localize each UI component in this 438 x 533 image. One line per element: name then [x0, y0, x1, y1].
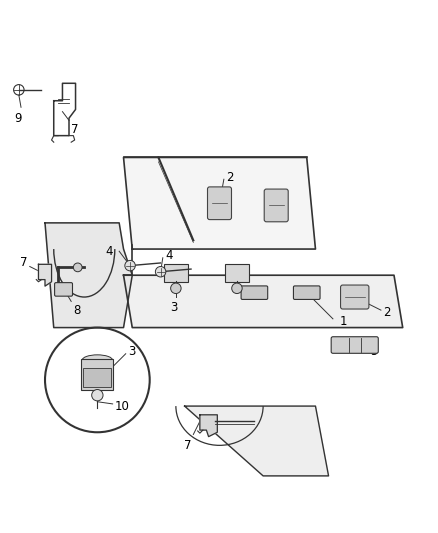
- Text: 7: 7: [183, 439, 191, 452]
- Polygon shape: [45, 223, 132, 328]
- FancyBboxPatch shape: [264, 189, 288, 222]
- Polygon shape: [123, 157, 315, 249]
- Text: 2: 2: [226, 171, 233, 183]
- Text: 4: 4: [165, 249, 172, 262]
- Polygon shape: [39, 264, 51, 286]
- Text: 7: 7: [20, 256, 28, 269]
- FancyBboxPatch shape: [207, 187, 231, 220]
- Text: 8: 8: [73, 304, 81, 317]
- Polygon shape: [199, 415, 217, 437]
- Circle shape: [155, 266, 166, 277]
- FancyBboxPatch shape: [293, 286, 319, 300]
- Text: 1: 1: [339, 314, 346, 327]
- FancyBboxPatch shape: [81, 359, 113, 390]
- Circle shape: [170, 283, 181, 294]
- FancyBboxPatch shape: [163, 264, 187, 282]
- Circle shape: [73, 263, 82, 272]
- Text: 3: 3: [127, 345, 135, 358]
- FancyBboxPatch shape: [54, 282, 72, 296]
- Text: 9: 9: [14, 111, 21, 125]
- Text: 5: 5: [369, 345, 377, 358]
- FancyBboxPatch shape: [340, 285, 368, 309]
- FancyBboxPatch shape: [240, 286, 267, 300]
- FancyBboxPatch shape: [224, 264, 249, 282]
- Text: 10: 10: [115, 400, 129, 413]
- Ellipse shape: [82, 355, 113, 366]
- Circle shape: [124, 261, 135, 271]
- Polygon shape: [123, 275, 402, 328]
- Circle shape: [231, 283, 242, 294]
- Text: 3: 3: [170, 301, 177, 314]
- FancyBboxPatch shape: [83, 368, 111, 387]
- Polygon shape: [184, 406, 328, 476]
- FancyBboxPatch shape: [330, 337, 378, 353]
- Text: 2: 2: [382, 306, 390, 319]
- Circle shape: [92, 390, 103, 401]
- Text: 4: 4: [105, 245, 113, 258]
- Text: 7: 7: [71, 123, 78, 135]
